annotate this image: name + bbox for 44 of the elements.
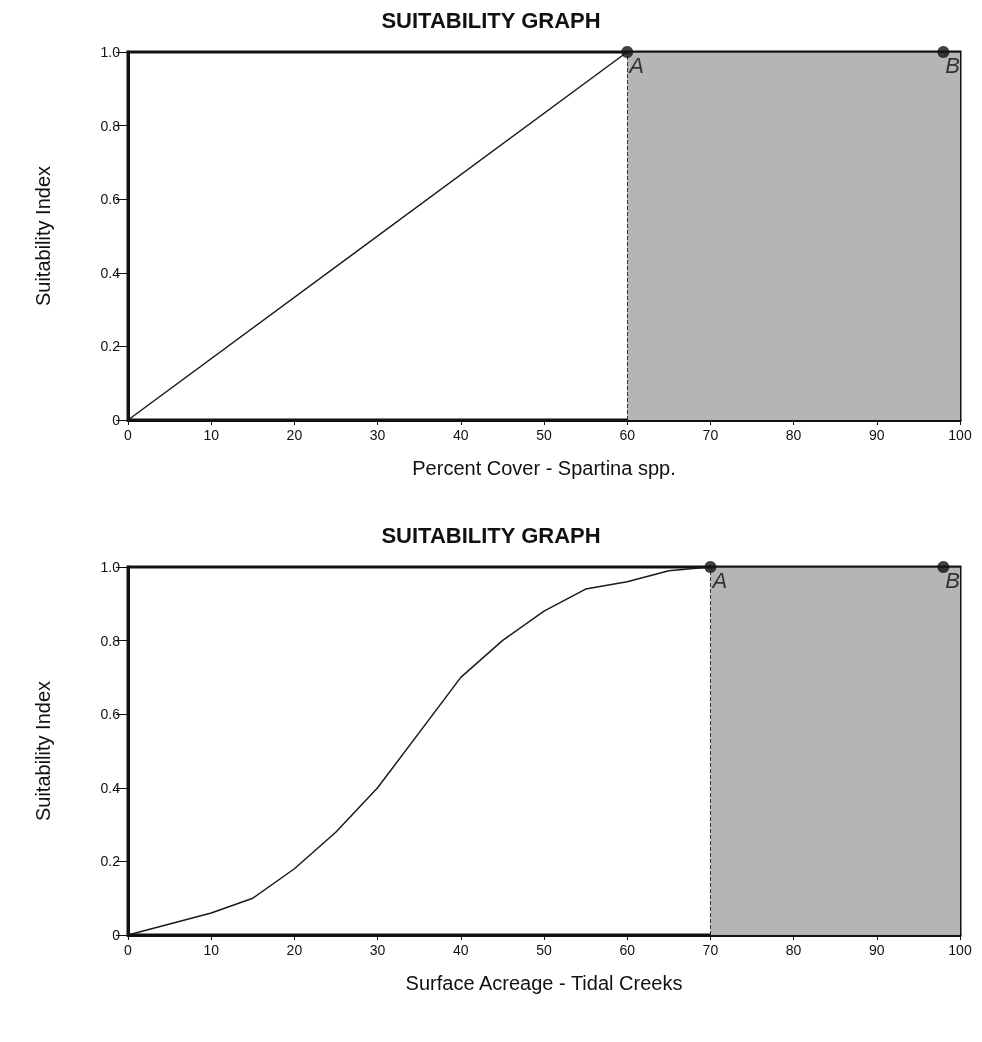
chart-title: SUITABILITY GRAPH — [381, 7, 601, 33]
x-tick-label: 50 — [536, 942, 552, 958]
y-tick-label: 1.0 — [100, 559, 121, 575]
y-axis-title: Suitability Index — [32, 680, 54, 822]
x-tick-label: 40 — [453, 942, 469, 958]
y-tick-label: 0 — [112, 927, 121, 943]
annotation: A — [627, 52, 644, 78]
annotation: B — [945, 52, 961, 78]
y-axis-title: Suitability Index — [32, 165, 54, 307]
annotation: B — [945, 567, 961, 593]
y-tick-label: 0 — [112, 412, 121, 428]
x-tick-label: 60 — [619, 942, 636, 958]
x-tick-label: 80 — [785, 942, 802, 958]
x-tick-label: 70 — [702, 427, 719, 443]
x-tick-label: 20 — [286, 427, 303, 443]
x-tick-label: 30 — [369, 942, 386, 958]
x-tick-label: 0 — [124, 427, 133, 443]
x-tick-label: 100 — [948, 427, 972, 443]
y-tick-label: 0.4 — [100, 779, 121, 796]
x-tick-label: 60 — [619, 427, 636, 443]
x-axis-title: Percent Cover - Spartina spp. — [412, 457, 676, 479]
x-tick-label: 100 — [948, 942, 972, 958]
x-axis-title: Surface Acreage - Tidal Creeks — [405, 972, 683, 994]
y-tick-label: 0.2 — [100, 338, 121, 355]
x-tick-label: 90 — [869, 942, 885, 958]
y-tick-label: 0.6 — [100, 706, 121, 723]
x-tick-label: 80 — [785, 427, 802, 443]
y-tick-label: 0.2 — [100, 853, 121, 870]
y-tick-label: 0.8 — [100, 632, 121, 649]
x-tick-label: 30 — [369, 427, 386, 443]
x-tick-label: 90 — [869, 427, 885, 443]
y-tick-label: 0.8 — [100, 117, 121, 134]
y-tick-label: 0.4 — [100, 264, 121, 281]
annotation: A — [710, 567, 728, 593]
x-tick-label: 20 — [286, 942, 303, 958]
x-tick-label: 10 — [203, 427, 220, 443]
y-tick-label: 0.6 — [100, 191, 121, 208]
y-tick-label: 1.0 — [100, 44, 121, 60]
x-tick-label: 50 — [536, 427, 552, 443]
x-tick-label: 70 — [702, 942, 719, 958]
x-tick-label: 0 — [124, 942, 133, 958]
x-tick-label: 10 — [203, 942, 220, 958]
x-tick-label: 40 — [453, 427, 469, 443]
chart-title: SUITABILITY GRAPH — [381, 522, 601, 548]
